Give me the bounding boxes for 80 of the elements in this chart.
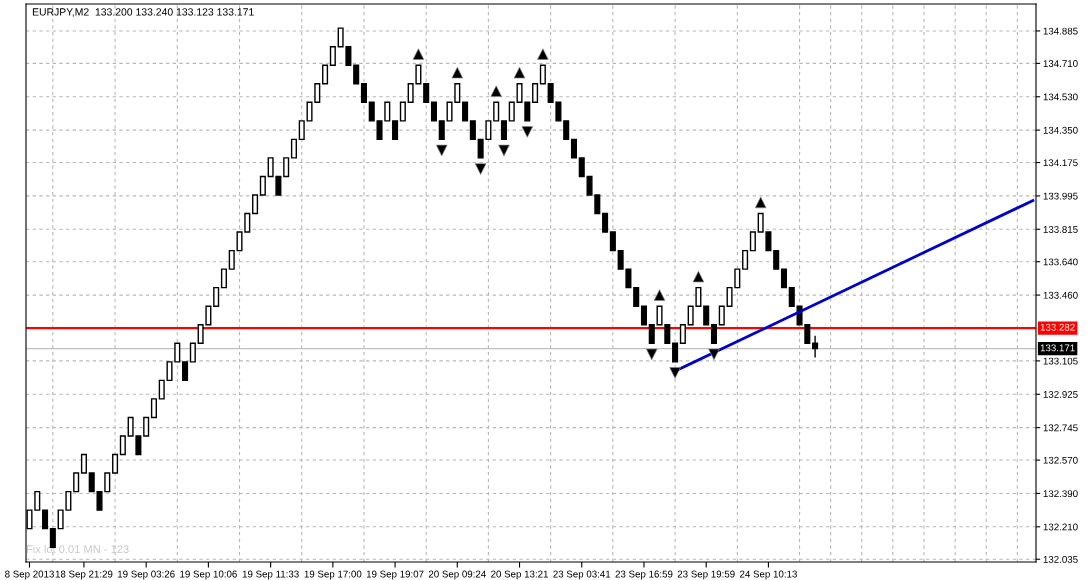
x-tick-label: 20 Sep 13:21 [491,570,548,580]
candlestick [213,286,220,307]
candlestick [42,509,49,530]
candlestick [539,64,546,85]
candlestick [672,342,679,363]
candlestick [469,120,476,141]
y-tick-label: 133.995 [1043,192,1078,200]
candlestick [532,83,539,104]
x-tick-label: 23 Sep 16:59 [615,570,673,580]
candlestick [773,249,780,270]
candlestick [500,120,507,141]
x-tick-label: 18 Sep 21:29 [55,570,113,580]
candlestick [640,305,648,326]
candlestick [812,335,819,359]
ref-line-label: 133.282 [1040,323,1075,331]
candlestick [150,398,157,419]
candlestick [290,138,297,159]
candlestick [710,324,718,344]
y-tick-label: 132.745 [1043,424,1078,432]
y-tick-label: 132.035 [1043,555,1078,563]
y-tick-label: 134.530 [1043,93,1078,101]
candlestick [182,361,189,382]
candlestick [430,101,437,122]
candlestick [570,138,578,159]
y-tick-label: 133.640 [1043,258,1078,266]
candlestick [73,472,80,493]
y-tick-label: 133.815 [1043,226,1078,233]
candlestick [749,231,756,252]
candlestick [602,212,609,233]
x-tick-label: 20 Sep 09:24 [428,570,486,580]
y-tick-label: 132.570 [1043,456,1078,464]
x-tick-label: 23 Sep 19:59 [677,570,735,580]
y-tick-label: 133.460 [1043,291,1078,299]
candlestick [80,453,87,474]
candlestick [392,120,399,141]
x-tick-label: 8 Sep 2013 [5,570,54,580]
candlestick [780,268,788,289]
y-tick-label: 134.175 [1043,159,1078,167]
y-tick-label: 132.390 [1043,490,1078,498]
candlestick [259,175,266,196]
x-tick-label: 19 Sep 19:07 [366,570,424,580]
candlestick [353,64,360,85]
ref-line-label: 133.171 [1040,344,1075,352]
candlestick [143,416,150,437]
x-tick-label: 23 Sep 03:41 [553,570,611,580]
chart-title: EURJPY,M2 133.200 133.240 133.123 133.171 [32,8,254,17]
x-tick-label: 24 Sep 10:13 [740,570,797,580]
candlestick [119,435,126,456]
candlestick [493,101,500,122]
candlestick [633,286,640,307]
candlestick [563,120,570,141]
candlestick [322,64,329,85]
candlestick [609,231,616,252]
candlestick [220,268,227,289]
y-tick-label: 134.350 [1043,126,1078,134]
candlestick [788,286,795,307]
candlestick [703,305,710,326]
candlestick [329,45,336,66]
candlestick [112,453,119,474]
candlestick [718,305,725,326]
candlestick [578,157,585,178]
x-tick-label: 19 Sep 17:00 [304,570,362,580]
candlestick [283,157,290,178]
y-tick-label: 134.710 [1043,60,1078,67]
candlestick [742,249,749,270]
x-tick-label: 19 Sep 03:26 [117,570,175,580]
candlestick [360,83,367,104]
candlestick [252,194,259,215]
x-tick-label: 19 Sep 10:06 [180,570,237,580]
y-tick-label: 132.210 [1043,523,1078,531]
candlestick [648,324,655,344]
candlestick [399,101,406,122]
candlestick [679,324,686,344]
candlestick [423,83,430,104]
x-tick-label: 19 Sep 11:33 [242,570,299,580]
y-tick-label: 132.925 [1043,391,1078,398]
candlestick [189,342,196,363]
y-tick-label: 134.885 [1043,27,1078,35]
y-tick-label: 133.105 [1043,357,1078,365]
candlestick [462,101,469,122]
